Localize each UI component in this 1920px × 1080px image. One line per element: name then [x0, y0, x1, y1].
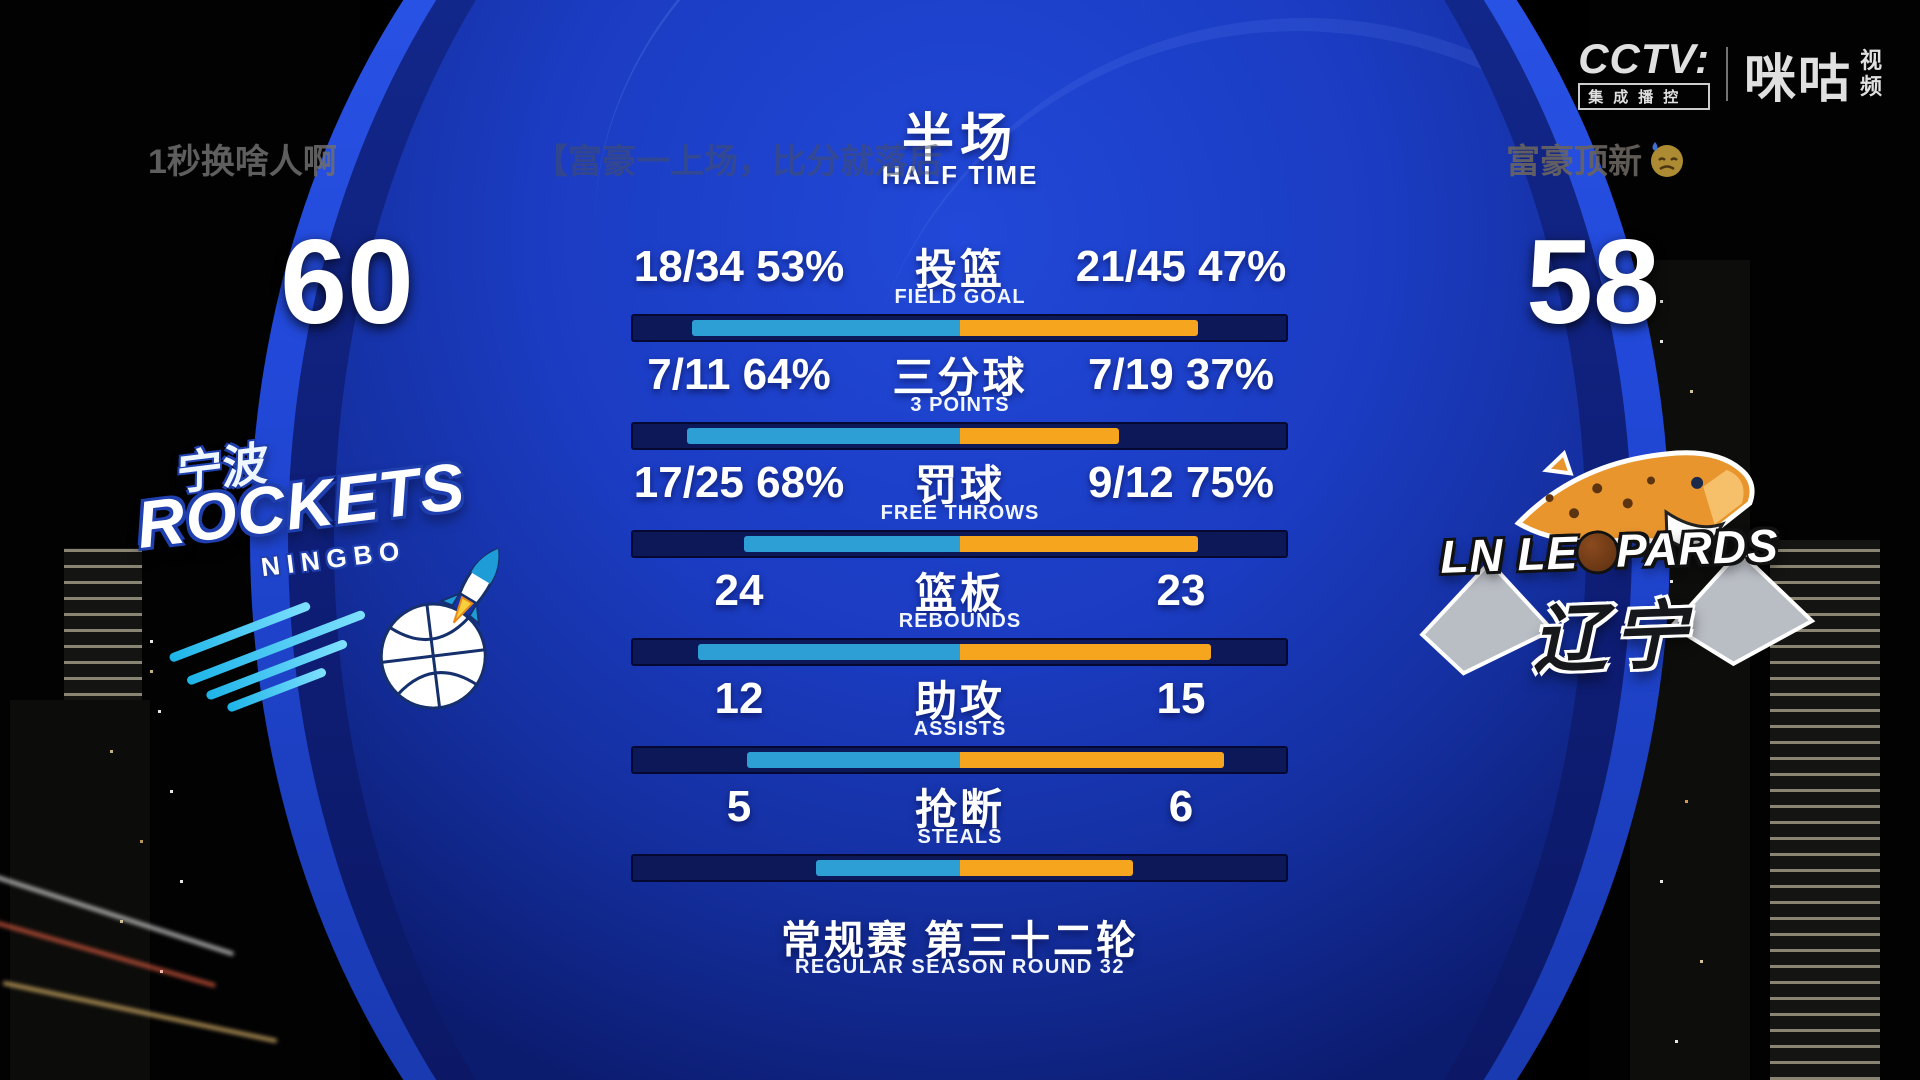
away-fill [959, 428, 1120, 444]
cctv-logo: CCTV: 集成播控 [1578, 34, 1710, 110]
home-fill [744, 536, 960, 552]
sad-sweat-emoji-icon [1651, 141, 1683, 177]
home-team-logo: 宁波 ROCKETS NINGBO [133, 399, 527, 741]
stat-row: 5 抢断 STEALS 6 [560, 780, 1360, 888]
away-fill [959, 752, 1224, 768]
stat-label-en: REBOUNDS [898, 610, 1022, 632]
stat-label-en: STEALS [917, 826, 1003, 848]
home-fill [686, 428, 960, 444]
away-value: 15 [1156, 674, 1206, 723]
city-lights [150, 640, 153, 643]
danmaku-comment: 富豪顶新 [1506, 134, 1686, 183]
basketball-icon [1577, 532, 1617, 573]
danmaku-text: 1秒换啥人啊 [148, 143, 337, 181]
stat-values-line: 17/25 68% 罚球 FREE THROWS 9/12 75% [560, 456, 1360, 524]
home-value: 5 [726, 782, 752, 831]
stat-values-line: 18/34 53% 投篮 FIELD GOAL 21/45 47% [560, 240, 1360, 308]
stat-label-en: FIELD GOAL [894, 286, 1026, 308]
stat-bar [631, 746, 1288, 774]
speed-lines-icon [168, 600, 312, 664]
stat-label-cn: 投篮 [914, 246, 1005, 293]
danmaku-text: 富豪顶新 [1506, 143, 1642, 181]
away-team-cn: 辽宁 [1531, 593, 1694, 682]
round-title-cn: 常规赛 第三十二轮 [780, 919, 1140, 963]
home-fill [698, 644, 960, 660]
stat-values-line: 12 助攻 ASSISTS 15 [560, 672, 1360, 740]
stat-label-cn: 抢断 [914, 786, 1005, 833]
home-value: 17/25 68% [633, 458, 845, 507]
away-value: 9/12 75% [1088, 458, 1274, 507]
stat-label-en: FREE THROWS [880, 502, 1040, 524]
home-value: 18/34 53% [633, 242, 845, 291]
away-fill [959, 860, 1133, 876]
city-lights [1660, 300, 1663, 303]
stat-row: 12 助攻 ASSISTS 15 [560, 672, 1360, 780]
leopard-mountains-icon [1419, 449, 1816, 676]
stat-row: 24 篮板 REBOUNDS 23 [560, 564, 1360, 672]
stat-label-cn: 三分球 [892, 354, 1028, 401]
danmaku-text: 【富豪一上场，比分就落后 [534, 143, 942, 181]
away-value: 7/19 37% [1088, 350, 1274, 399]
halftime-title: 半场 [901, 110, 1018, 168]
stat-values-line: 7/11 64% 三分球 3 POINTS 7/19 37% [560, 348, 1360, 416]
stat-label-cn: 篮板 [914, 570, 1005, 617]
home-fill [747, 752, 960, 768]
away-score: 58 [1526, 215, 1660, 349]
logo-divider [1725, 47, 1728, 101]
stat-values-line: 24 篮板 REBOUNDS 23 [560, 564, 1360, 632]
stat-label-en: 3 POINTS [910, 394, 1010, 416]
migu-logo: 咪咕 视频 [1744, 37, 1886, 112]
danmaku-comment: 1秒换啥人啊 [148, 134, 337, 183]
away-fill [959, 644, 1211, 660]
home-value: 12 [714, 674, 764, 723]
halftime-subtitle: HALF TIME [881, 160, 1039, 190]
stat-bar [631, 530, 1288, 558]
stat-label-en: ASSISTS [913, 718, 1007, 740]
stat-values-line: 5 抢断 STEALS 6 [560, 780, 1360, 848]
stat-bar [631, 314, 1288, 342]
home-score: 60 [280, 215, 414, 349]
leopard-head-icon [1514, 449, 1755, 551]
away-fill [959, 320, 1198, 336]
stat-row: 18/34 53% 投篮 FIELD GOAL 21/45 47% [560, 240, 1360, 348]
broadcaster-logos: CCTV: 集成播控 咪咕 视频 [1578, 32, 1886, 116]
stat-label-cn: 助攻 [914, 678, 1005, 725]
home-value: 24 [714, 566, 764, 615]
danmaku-comment: 【富豪一上场，比分就落后 [534, 134, 942, 183]
stat-bar [631, 638, 1288, 666]
home-fill [691, 320, 960, 336]
home-fill [815, 860, 960, 876]
round-title-en: REGULAR SEASON ROUND 32 [794, 956, 1126, 978]
migu-sub-label: 视频 [1860, 48, 1883, 99]
away-value: 21/45 47% [1075, 242, 1287, 291]
stats-rows: 18/34 53% 投篮 FIELD GOAL 21/45 47% 7/11 6… [560, 0, 1360, 1080]
home-value: 7/11 64% [647, 350, 831, 399]
away-fill [959, 536, 1198, 552]
away-value: 6 [1168, 782, 1194, 831]
away-name-right: PARDS [1615, 519, 1780, 577]
stat-row: 7/11 64% 三分球 3 POINTS 7/19 37% [560, 348, 1360, 456]
stat-bar [631, 854, 1288, 882]
rocket-basketball-icon [379, 547, 500, 710]
away-name-left: LN LE [1439, 526, 1579, 583]
away-team-logo: LN LE PARDS 辽宁 [1395, 421, 1825, 715]
away-value: 23 [1156, 566, 1206, 615]
stat-label-cn: 罚球 [914, 462, 1005, 509]
migu-wordmark: 咪咕 [1743, 50, 1852, 109]
cctv-wordmark: CCTV: [1578, 34, 1710, 82]
stat-bar [631, 422, 1288, 450]
stat-row: 17/25 68% 罚球 FREE THROWS 9/12 75% [560, 456, 1360, 564]
cctv-sub-badge: 集成播控 [1578, 82, 1710, 110]
